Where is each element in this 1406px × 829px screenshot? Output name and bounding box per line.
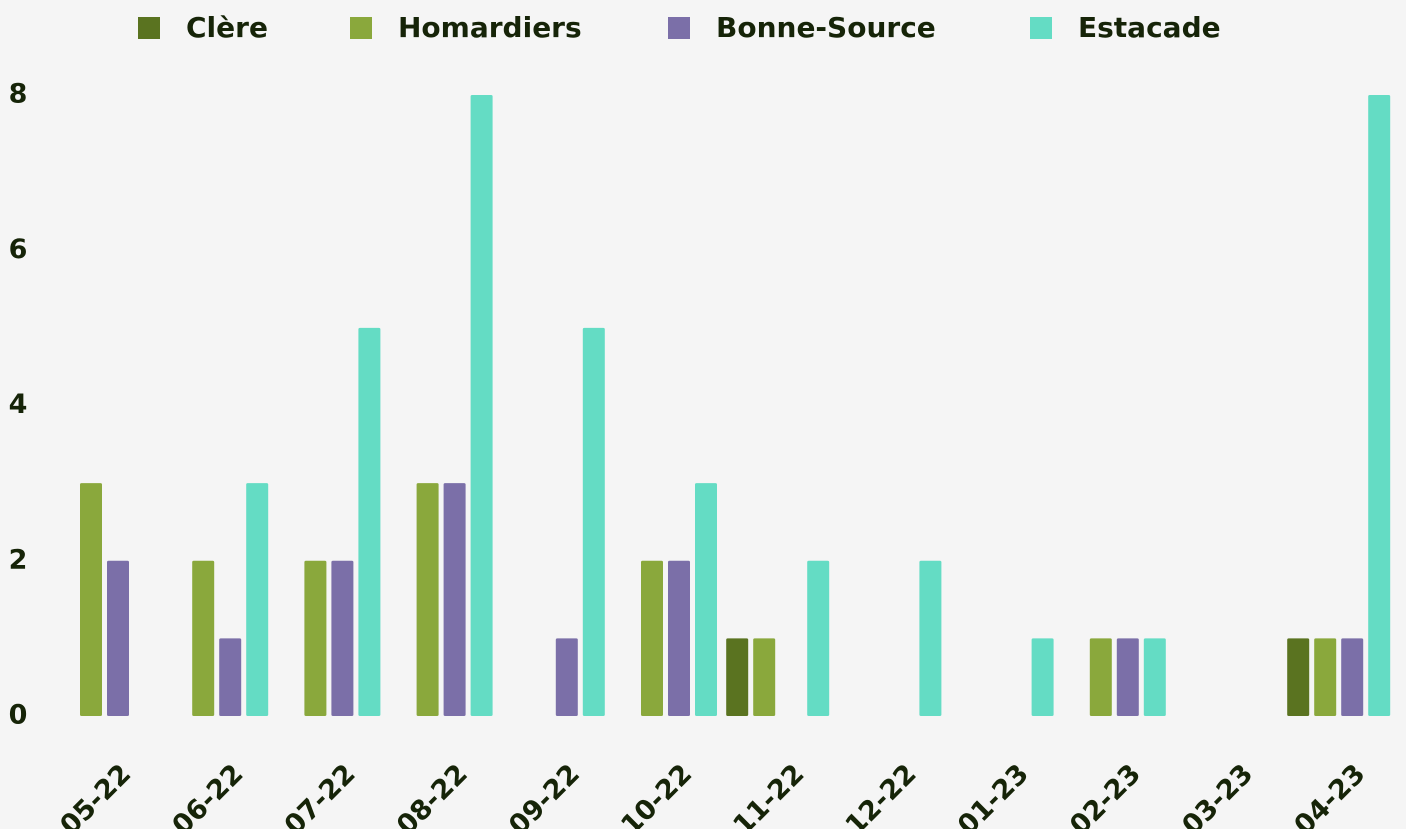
bar	[807, 560, 830, 716]
y-tick-label: 0	[9, 700, 28, 731]
x-tick-label: 04-23	[1288, 758, 1371, 829]
legend-marker	[138, 17, 160, 39]
bar	[219, 638, 242, 716]
x-tick-label: 07-22	[279, 758, 362, 829]
legend-marker	[668, 17, 690, 39]
legend-marker	[350, 17, 372, 39]
bar	[1287, 638, 1310, 716]
y-tick-label: 4	[9, 389, 28, 420]
y-tick-label: 6	[9, 234, 28, 265]
bar	[726, 638, 749, 716]
bar	[246, 483, 269, 716]
x-tick-label: 08-22	[391, 758, 474, 829]
x-tick-label: 12-22	[840, 758, 923, 829]
bar	[358, 327, 381, 716]
y-tick-label: 8	[9, 79, 28, 110]
x-tick-label: 03-23	[1176, 758, 1259, 829]
y-tick-label: 2	[9, 544, 28, 575]
x-tick-label: 05-22	[54, 758, 137, 829]
bar	[1368, 95, 1391, 716]
bar	[1031, 638, 1054, 716]
bar	[695, 483, 717, 716]
bar	[753, 638, 776, 716]
legend-label: Clère	[186, 11, 268, 44]
legend-marker	[1030, 17, 1052, 39]
x-tick-label: 09-22	[503, 758, 586, 829]
x-tick-label: 11-22	[727, 758, 810, 829]
bar	[107, 560, 129, 716]
x-tick-label: 10-22	[615, 758, 698, 829]
legend-label: Bonne-Source	[716, 11, 936, 44]
x-tick-label: 02-23	[1064, 758, 1147, 829]
bar	[1143, 638, 1166, 716]
bar	[668, 560, 690, 716]
bar	[1089, 638, 1112, 716]
bar	[1116, 638, 1139, 716]
bar	[641, 560, 663, 716]
bar	[80, 483, 102, 716]
bar	[555, 638, 578, 716]
bar	[443, 483, 466, 716]
x-tick-label: 06-22	[166, 758, 249, 829]
bar	[304, 560, 327, 716]
bar	[416, 483, 439, 716]
legend-label: Estacade	[1078, 11, 1221, 44]
x-tick-label: 01-23	[952, 758, 1035, 829]
bar	[1341, 638, 1364, 716]
bar	[1314, 638, 1337, 716]
bar	[582, 327, 605, 716]
bar	[919, 560, 942, 716]
legend-label: Homardiers	[398, 11, 582, 44]
bar	[331, 560, 354, 716]
bar	[192, 560, 215, 716]
bar	[470, 95, 493, 716]
